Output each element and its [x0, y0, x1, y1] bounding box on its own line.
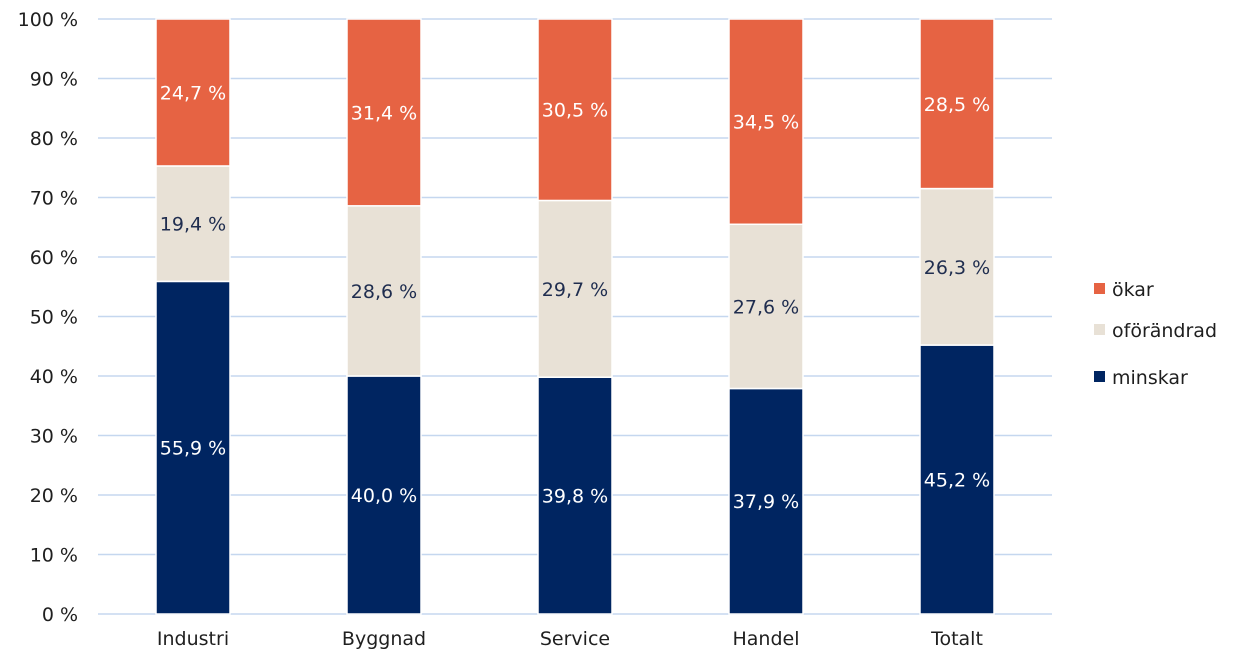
data-label: 34,5 % — [733, 112, 799, 134]
y-tick-label: 0 % — [42, 604, 78, 626]
x-category-label: Totalt — [930, 628, 983, 650]
y-tick-label: 60 % — [30, 247, 78, 269]
x-category-label: Byggnad — [342, 628, 426, 650]
y-tick-label: 90 % — [30, 69, 78, 91]
data-label: 40,0 % — [351, 485, 417, 507]
data-label: 55,9 % — [160, 438, 226, 460]
bar-segment-minskar-Handel — [728, 387, 804, 615]
bar-segment-ökar-Totalt — [919, 18, 995, 190]
data-label: 31,4 % — [351, 102, 417, 124]
bar-segment-oförändrad-Service — [537, 199, 613, 378]
y-tick-label: 80 % — [30, 128, 78, 150]
legend-swatch — [1094, 371, 1105, 382]
legend-label: minskar — [1112, 367, 1188, 389]
data-label: 24,7 % — [160, 82, 226, 104]
y-tick-label: 50 % — [30, 307, 78, 329]
bar-segment-oförändrad-Handel — [728, 223, 804, 390]
bar-segment-minskar-Byggnad — [346, 375, 422, 615]
legend-swatch — [1094, 283, 1105, 294]
bar-segment-ökar-Industri — [155, 18, 231, 167]
data-label: 28,5 % — [924, 94, 990, 116]
x-category-label: Handel — [732, 628, 799, 650]
data-label: 39,8 % — [542, 486, 608, 508]
data-label-layer: 55,9 % 19,4 % 24,7 % 40,0 % 28,6 % 31,4 % 39,8… — [160, 82, 990, 513]
data-label: 37,9 % — [733, 491, 799, 513]
y-tick-label: 70 % — [30, 188, 78, 210]
bar-segment-oförändrad-Industri — [155, 165, 231, 283]
data-label: 19,4 % — [160, 214, 226, 236]
bar-segment-minskar-Industri — [155, 280, 231, 615]
data-label: 30,5 % — [542, 100, 608, 122]
data-label: 27,6 % — [733, 296, 799, 318]
bar-segment-ökar-Handel — [728, 18, 804, 226]
bar-layer — [155, 18, 995, 615]
x-category-label: Industri — [157, 628, 229, 650]
x-axis-categories: Industri Byggnad Service Handel Totalt — [157, 628, 983, 650]
bar-segment-oförändrad-Byggnad — [346, 205, 422, 377]
bar-segment-ökar-Byggnad — [346, 18, 422, 207]
y-tick-label: 10 % — [30, 545, 78, 567]
data-label: 45,2 % — [924, 470, 990, 492]
bar-segment-minskar-Totalt — [919, 344, 995, 615]
y-tick-label: 20 % — [30, 485, 78, 507]
data-label: 29,7 % — [542, 279, 608, 301]
data-label: 28,6 % — [351, 281, 417, 303]
y-tick-label: 100 % — [18, 9, 78, 31]
y-axis-ticks: 0 % 10 % 20 % 30 % 40 % 50 % 60 % 70 % 80 % 90 % 1… — [18, 9, 78, 626]
x-category-label: Service — [540, 628, 610, 650]
legend: ökar oförändrad minskar — [1094, 279, 1217, 389]
legend-label: oförändrad — [1112, 320, 1217, 342]
data-label: 26,3 % — [924, 257, 990, 279]
y-tick-label: 30 % — [30, 426, 78, 448]
legend-swatch — [1094, 324, 1105, 335]
legend-label: ökar — [1112, 279, 1154, 301]
y-tick-label: 40 % — [30, 366, 78, 388]
bar-segment-ökar-Service — [537, 18, 613, 202]
